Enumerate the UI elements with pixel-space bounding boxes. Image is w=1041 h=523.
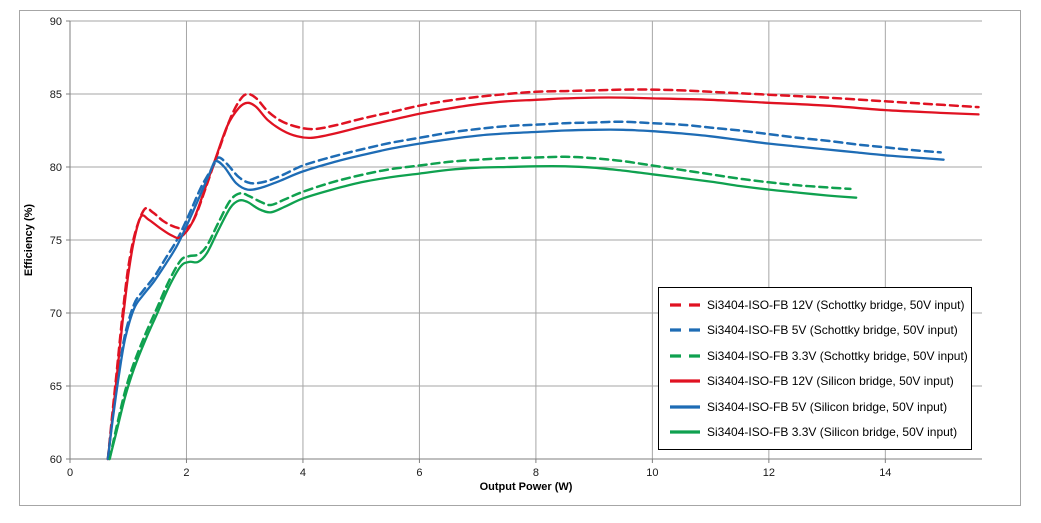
y-axis-title: Efficiency (%) [23,203,35,277]
legend-item-label: Si3404-ISO-FB 5V (Silicon bridge, 50V in… [707,399,948,414]
legend-item-1: Si3404-ISO-FB 5V (Schottky bridge, 50V i… [669,321,971,339]
legend-item-2: Si3404-ISO-FB 3.3V (Schottky bridge, 50V… [669,347,971,365]
legend-solid-line-swatch [670,379,700,383]
series-curve-5 [108,164,858,461]
x-axis-title: Output Power (W) [479,481,573,493]
legend-item-3: Si3404-ISO-FB 12V (Silicon bridge, 50V i… [669,372,971,390]
chart-legend: Si3404-ISO-FB 12V (Schottky bridge, 50V … [658,287,972,450]
legend-item-label: Si3404-ISO-FB 5V (Schottky bridge, 50V i… [707,323,958,338]
series-curve-1 [106,120,942,461]
legend-solid-line-swatch [670,430,700,434]
x-tick-label: 14 [879,467,891,479]
series-curve-3 [106,96,980,461]
y-tick-label: 60 [50,454,62,466]
x-tick-label: 0 [67,467,73,479]
series-curve-0 [106,88,980,461]
legend-item-label: Si3404-ISO-FB 12V (Schottky bridge, 50V … [707,297,965,312]
series-curve-2 [108,155,852,461]
legend-dashed-line-swatch [670,354,700,358]
legend-item-0: Si3404-ISO-FB 12V (Schottky bridge, 50V … [669,296,971,314]
legend-item-label: Si3404-ISO-FB 12V (Silicon bridge, 50V i… [707,374,954,389]
y-tick-label: 70 [50,308,62,320]
x-tick-label: 12 [763,467,775,479]
y-tick-label: 75 [50,235,62,247]
legend-solid-line-swatch [670,405,700,409]
legend-item-label: Si3404-ISO-FB 3.3V (Silicon bridge, 50V … [707,425,958,440]
x-tick-label: 8 [533,467,539,479]
legend-item-5: Si3404-ISO-FB 3.3V (Silicon bridge, 50V … [669,423,971,441]
y-tick-label: 80 [50,162,62,174]
legend-item-4: Si3404-ISO-FB 5V (Silicon bridge, 50V in… [669,398,971,416]
x-tick-label: 10 [646,467,658,479]
legend-dashed-line-swatch [670,303,700,307]
x-tick-label: 6 [416,467,422,479]
legend-item-label: Si3404-ISO-FB 3.3V (Schottky bridge, 50V… [707,348,968,363]
x-tick-label: 2 [183,467,189,479]
y-tick-label: 90 [50,16,62,28]
x-tick-label: 4 [300,467,306,479]
legend-dashed-line-swatch [670,328,700,332]
y-tick-label: 65 [50,381,62,393]
series-curve-4 [106,128,945,461]
y-tick-label: 85 [50,89,62,101]
